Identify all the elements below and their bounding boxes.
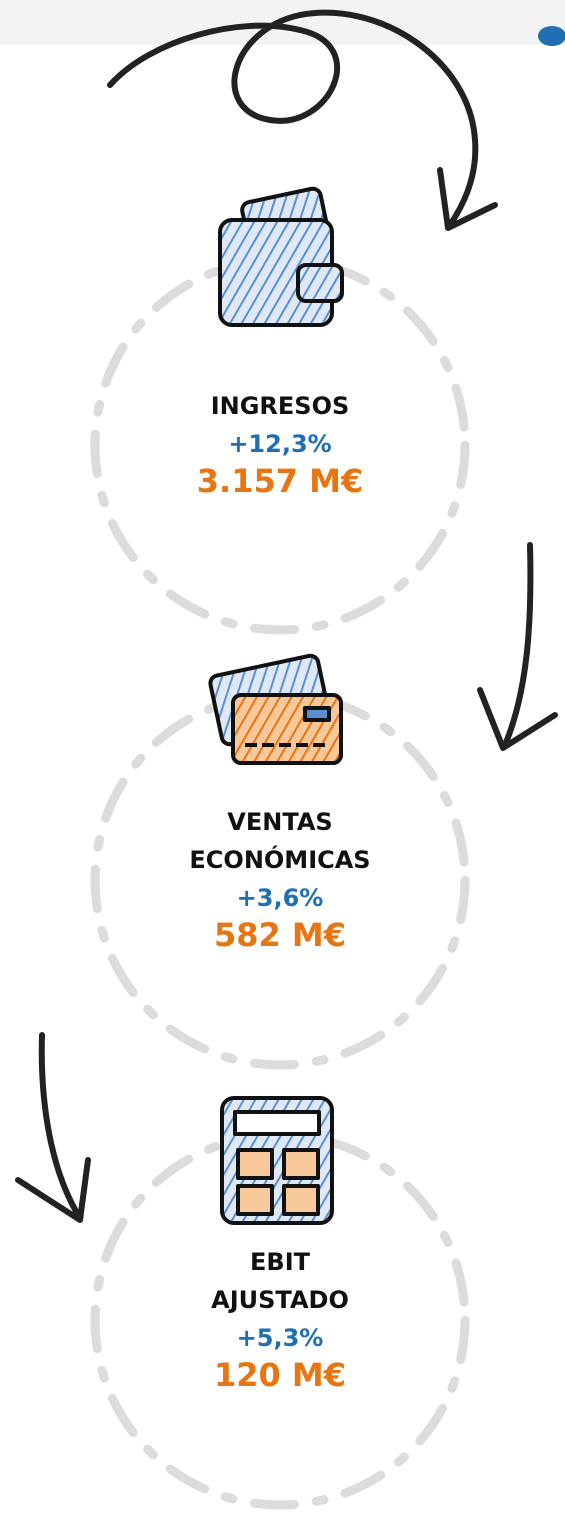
arrow xyxy=(477,542,558,751)
wallet-icon xyxy=(218,186,344,327)
item-label: INGRESOS xyxy=(211,392,350,420)
item-value: 582 M€ xyxy=(214,916,346,954)
item-label: ECONÓMICAS xyxy=(189,844,370,874)
item-change: +3,6% xyxy=(237,884,324,912)
item-value: 120 M€ xyxy=(214,1356,346,1394)
item-label: AJUSTADO xyxy=(211,1286,349,1314)
arrow xyxy=(15,1032,91,1223)
arrow xyxy=(107,9,498,231)
item-change: +12,3% xyxy=(228,430,331,458)
item-label: EBIT xyxy=(250,1248,311,1276)
calculator-icon xyxy=(220,1096,334,1225)
cards-icon xyxy=(208,653,343,765)
item-label: VENTAS xyxy=(227,808,332,836)
blob xyxy=(538,26,565,46)
item-value: 3.157 M€ xyxy=(197,462,363,500)
item-change: +5,3% xyxy=(237,1324,324,1352)
